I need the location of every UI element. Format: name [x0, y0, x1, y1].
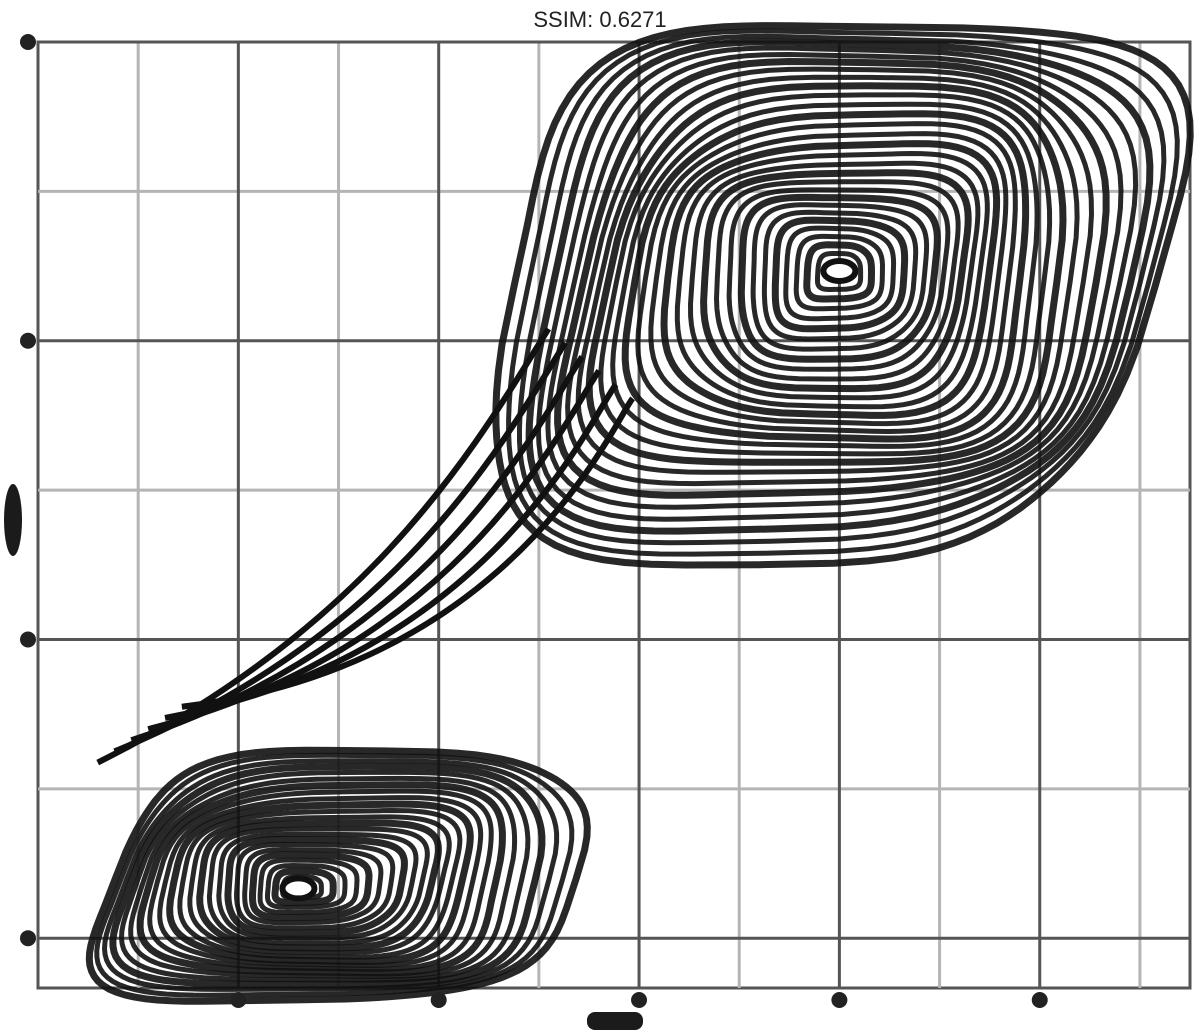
contour-ring: [598, 92, 1053, 457]
contour-ring: [136, 781, 506, 977]
contour-ring: [674, 150, 990, 410]
x-tick-label: [1031, 992, 1048, 1008]
x-tick-label: [230, 992, 247, 1008]
contour-ring: [206, 826, 430, 946]
contour-peak-center: [279, 875, 318, 902]
contour-ring: [750, 202, 930, 352]
contour-ring: [224, 835, 408, 937]
contour-ring: [565, 66, 1095, 487]
contour-ring: [783, 225, 897, 322]
contour-ring: [535, 45, 1139, 522]
contour-ring: [761, 209, 919, 342]
contour-ring: [648, 131, 1009, 427]
contour-ring: [815, 251, 864, 292]
contour-peak-center: [820, 258, 859, 285]
contour-ring: [803, 241, 876, 303]
chart-title: SSIM: 0.6271: [533, 7, 666, 32]
tick-layer: [20, 34, 1048, 1008]
contour-ring: [128, 775, 518, 980]
contour-ring: [525, 38, 1154, 535]
contour-ring: [726, 187, 951, 372]
contour-ring: [713, 179, 961, 382]
contour-ring: [492, 22, 1194, 569]
contour-ring: [585, 82, 1067, 466]
x-axis-label: [587, 1012, 643, 1030]
x-tick-label: [631, 992, 648, 1008]
contour-ring: [506, 28, 1180, 557]
contour-ring: [242, 847, 384, 926]
contour-ring: [610, 101, 1040, 449]
contour-layer: [85, 22, 1194, 1005]
contour-bridge-line: [147, 368, 602, 733]
x-tick-label: [831, 992, 848, 1008]
contour-ring: [118, 769, 531, 983]
y-tick-label: [20, 631, 36, 648]
contour-ring: [187, 814, 452, 956]
x-tick-label: [430, 992, 447, 1008]
contour-ring: [660, 140, 1001, 419]
y-tick-label: [20, 332, 36, 349]
contour-ring: [771, 216, 909, 333]
contour-ring: [166, 800, 474, 965]
contour-ring: [216, 831, 419, 941]
contour-ring: [85, 746, 591, 1005]
contour-ring: [621, 110, 1030, 443]
contour-ring: [101, 758, 560, 992]
contour-ring: [687, 160, 981, 401]
contour-ring: [271, 867, 337, 906]
contour-ring: [517, 33, 1167, 546]
contour-ring: [109, 762, 546, 988]
contour-ring: [545, 51, 1124, 510]
contour-ring: [554, 57, 1110, 499]
y-axis-label: [4, 484, 22, 556]
contour-ring: [233, 841, 396, 931]
y-tick-label: [20, 34, 36, 50]
y-tick-label: [20, 930, 36, 947]
contour-ring: [793, 233, 886, 312]
contour-ring: [196, 819, 442, 952]
contour-ring: [257, 857, 360, 915]
axis-label-layer: [4, 484, 643, 1030]
contour-ring: [635, 121, 1018, 435]
contour-bridge-line: [181, 396, 636, 710]
contour-ring: [147, 788, 494, 972]
contour-ring: [575, 74, 1080, 475]
contour-ring: [94, 752, 575, 998]
contour-ring: [700, 169, 972, 393]
contour-bridge-line: [130, 355, 585, 744]
contour-ring: [249, 851, 373, 922]
contour-ring: [265, 862, 348, 911]
contour-ring: [177, 807, 463, 960]
contour-ring: [157, 795, 484, 968]
contour-ring: [737, 193, 941, 363]
